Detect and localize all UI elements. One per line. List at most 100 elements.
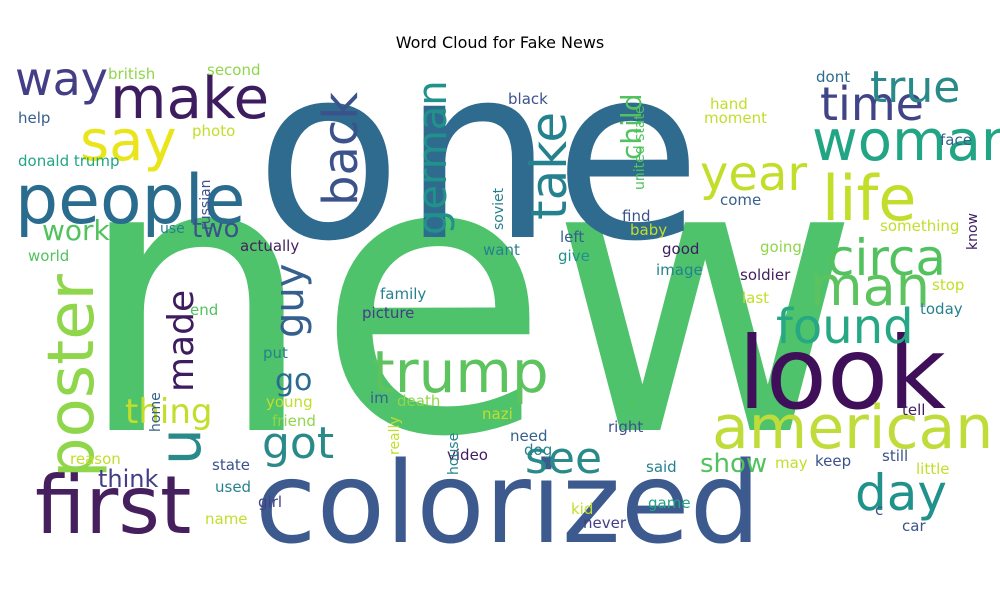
word-two: two bbox=[192, 214, 239, 244]
chart-title: Word Cloud for Fake News bbox=[395, 33, 605, 52]
word-little: little bbox=[916, 460, 950, 478]
word-end: end bbox=[190, 301, 218, 319]
word-come: come bbox=[720, 191, 761, 209]
word-go: go bbox=[275, 363, 312, 398]
word-nazi: nazi bbox=[482, 405, 513, 423]
word-keep: keep bbox=[815, 452, 851, 470]
word-think: think bbox=[98, 465, 159, 493]
word-really: really bbox=[387, 416, 403, 455]
word-left: left bbox=[560, 228, 584, 246]
word-used: used bbox=[215, 478, 251, 496]
word-guy: guy bbox=[267, 264, 313, 338]
word-dog: dog bbox=[524, 441, 552, 459]
word-right: right bbox=[608, 418, 643, 436]
word-girl: girl bbox=[258, 493, 282, 511]
word-hand: hand bbox=[710, 95, 748, 113]
word-baby: baby bbox=[630, 221, 667, 239]
word-last: last bbox=[742, 289, 769, 307]
word-made: made bbox=[161, 290, 202, 392]
word-say: say bbox=[80, 109, 177, 174]
word-child: child bbox=[615, 94, 648, 160]
word-u: u bbox=[146, 428, 214, 465]
word-going: going bbox=[760, 238, 802, 256]
word-new: new bbox=[75, 77, 860, 520]
word-help: help bbox=[18, 109, 50, 127]
word-give: give bbox=[558, 247, 590, 265]
word-true: true bbox=[870, 62, 960, 113]
word-world: world bbox=[28, 247, 69, 265]
word-name: name bbox=[205, 510, 248, 528]
word-woman: woman bbox=[812, 109, 1000, 174]
word-united-state: united state bbox=[632, 105, 648, 190]
word-something: something bbox=[880, 217, 959, 235]
word-day: day bbox=[855, 464, 947, 522]
word-video: video bbox=[447, 446, 488, 464]
word-black: black bbox=[508, 90, 548, 108]
word-life: life bbox=[822, 162, 916, 235]
word-young: young bbox=[266, 393, 313, 411]
word-c: c bbox=[875, 501, 883, 519]
word-second: second bbox=[207, 61, 261, 79]
word-back: back bbox=[313, 92, 369, 206]
word-one: one bbox=[255, 14, 702, 294]
word-found: found bbox=[776, 299, 914, 355]
word-put: put bbox=[263, 344, 288, 362]
word-need: need bbox=[510, 427, 548, 445]
word-know: know bbox=[965, 213, 981, 250]
word-image: image bbox=[656, 261, 703, 279]
word-family: family bbox=[380, 285, 426, 303]
word-today: today bbox=[920, 300, 963, 318]
word-state: state bbox=[212, 456, 250, 474]
word-trump: trump bbox=[372, 338, 549, 406]
word-time: time bbox=[820, 77, 924, 131]
word-look: look bbox=[738, 315, 946, 432]
word-friend: friend bbox=[272, 412, 316, 430]
word-still: still bbox=[882, 447, 908, 465]
word-circa: circa bbox=[827, 229, 946, 287]
word-moment: moment bbox=[704, 109, 767, 127]
word-reason: reason bbox=[70, 450, 121, 468]
word-said: said bbox=[646, 458, 677, 476]
word-face: face bbox=[940, 131, 972, 149]
word-stop: stop bbox=[932, 276, 964, 294]
word-american: american bbox=[712, 393, 993, 463]
word-death: death bbox=[397, 392, 440, 410]
word-photo: photo bbox=[192, 122, 235, 140]
word-make: make bbox=[110, 64, 269, 132]
word-may: may bbox=[775, 454, 808, 472]
word-man: man bbox=[810, 255, 930, 318]
word-year: year bbox=[700, 146, 807, 202]
word-colorized: colorized bbox=[255, 439, 761, 569]
word-home: home bbox=[148, 392, 164, 432]
word-take: take bbox=[520, 112, 578, 220]
word-soldier: soldier bbox=[740, 266, 791, 284]
word-russian: russian bbox=[198, 179, 214, 230]
word-actually: actually bbox=[240, 237, 299, 255]
word-german: german bbox=[410, 80, 456, 235]
word-see: see bbox=[525, 433, 602, 484]
word-got: got bbox=[262, 418, 334, 469]
word-im: im bbox=[370, 389, 389, 407]
word-never: never bbox=[583, 514, 627, 532]
word-people: people bbox=[15, 161, 246, 240]
word-tell: tell bbox=[902, 401, 925, 419]
word-british: british bbox=[108, 65, 155, 83]
word-kid: kid bbox=[571, 500, 593, 518]
word-donald-trump: donald trump bbox=[18, 152, 120, 170]
word-car: car bbox=[902, 517, 926, 535]
word-house: house bbox=[446, 433, 462, 475]
word-x: x bbox=[628, 395, 637, 413]
word-find: find bbox=[622, 207, 650, 225]
word-poster: poster bbox=[35, 273, 109, 478]
word-game: game bbox=[648, 494, 691, 512]
word-first: first bbox=[35, 459, 191, 552]
word-picture: picture bbox=[362, 304, 414, 322]
word-dont: dont bbox=[816, 68, 850, 86]
word-way: way bbox=[15, 52, 108, 106]
word-good: good bbox=[662, 240, 699, 258]
word-want: want bbox=[483, 241, 520, 259]
word-use: use bbox=[160, 221, 185, 237]
word-thing: thing bbox=[125, 392, 212, 432]
word-work: work bbox=[42, 214, 111, 247]
